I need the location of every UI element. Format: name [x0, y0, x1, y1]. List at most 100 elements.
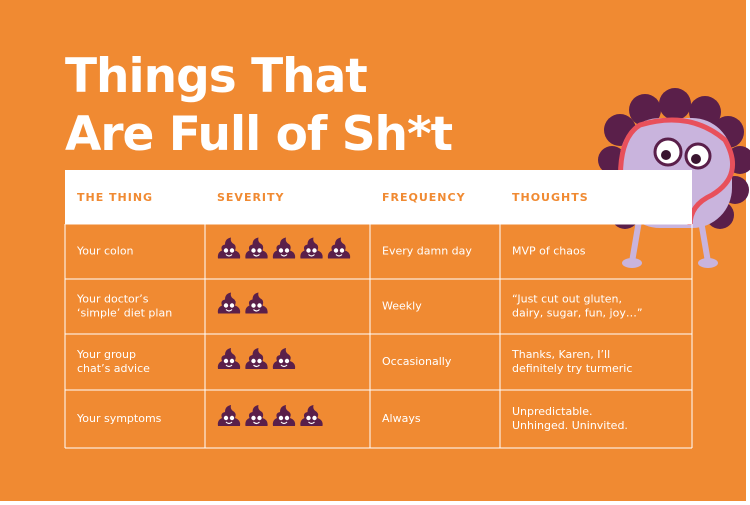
poop-mouth	[280, 364, 288, 368]
poop-icon	[217, 237, 241, 259]
poop-shape	[272, 237, 296, 259]
title-line: Things That	[65, 49, 367, 104]
poop-mouth	[280, 421, 288, 425]
poop-eye	[312, 248, 317, 253]
severity-icons	[217, 348, 296, 369]
severity-icons	[217, 237, 351, 259]
poop-eye	[257, 415, 262, 421]
poop-shape	[245, 348, 268, 369]
thoughts-cell: Thanks, Karen, I’ll	[511, 348, 610, 361]
frequency-cell: Always	[382, 412, 421, 425]
header-cell: FREQUENCY	[382, 191, 466, 204]
header-cell: SEVERITY	[217, 191, 285, 204]
poop-eye	[306, 248, 311, 253]
poop-mouth	[253, 421, 260, 425]
poop-shape	[272, 348, 296, 369]
poop-mouth	[253, 254, 260, 257]
poop-icon	[272, 405, 296, 426]
thoughts-cell: “Just cut out gluten,	[512, 293, 622, 306]
thing-cell: Your colon	[76, 245, 134, 258]
poop-eye	[306, 415, 311, 421]
frequency-cell: Every damn day	[382, 245, 472, 258]
poop-eye	[251, 415, 256, 421]
poop-icon	[217, 405, 241, 426]
poop-eye	[223, 248, 229, 253]
poop-mouth	[225, 309, 233, 312]
thing-cell: chat’s advice	[77, 362, 150, 375]
poop-icon	[217, 292, 241, 314]
poop-shape	[245, 237, 268, 259]
header-cell: THOUGHTS	[512, 191, 589, 204]
poop-mouth	[253, 309, 260, 312]
poop-eye	[284, 415, 290, 421]
severity-icons	[217, 292, 268, 314]
poop-shape	[327, 237, 351, 259]
poop-eye	[257, 303, 262, 308]
header-row	[65, 170, 692, 224]
poop-eye	[339, 248, 345, 253]
poop-mouth	[308, 254, 315, 257]
thoughts-cell: Unpredictable.	[512, 405, 593, 418]
poop-eye	[257, 248, 262, 253]
frequency-cell: Weekly	[382, 300, 422, 313]
poop-eye	[229, 248, 235, 253]
poop-eye	[229, 415, 235, 421]
poop-shape	[272, 405, 296, 426]
poop-icon	[245, 292, 268, 314]
poop-eye	[312, 415, 317, 421]
poop-mouth	[335, 254, 343, 257]
poop-icon	[300, 237, 323, 259]
poop-icon	[217, 348, 241, 369]
title-line: Are Full of Sh*t	[65, 107, 453, 162]
poop-icon	[300, 405, 323, 426]
poop-shape	[300, 237, 323, 259]
poop-mouth	[253, 364, 260, 368]
poop-shape	[217, 405, 241, 426]
thing-cell: Your doctor’s	[76, 293, 149, 306]
poop-eye	[278, 248, 284, 253]
table: THE THING SEVERITY FREQUENCY THOUGHTS Your c…	[64, 191, 693, 449]
poop-icon	[245, 348, 268, 369]
poop-shape	[217, 348, 241, 369]
poop-shape	[300, 405, 323, 426]
poop-shape	[217, 237, 241, 259]
poop-shape	[245, 405, 268, 426]
poop-shape	[245, 292, 268, 314]
poop-mouth	[225, 254, 233, 257]
poop-eye	[251, 358, 256, 364]
severity-icons	[217, 405, 323, 426]
poop-eye	[278, 415, 284, 421]
poop-mouth	[225, 421, 233, 425]
poop-mouth	[280, 254, 288, 257]
header-cell: THE THING	[77, 191, 153, 204]
thoughts-cell: Unhinged. Uninvited.	[512, 419, 628, 432]
thing-cell: ‘simple’ diet plan	[77, 307, 172, 320]
poop-eye	[284, 358, 290, 364]
thing-cell: Your group	[76, 348, 136, 361]
poop-eye	[223, 415, 229, 421]
poop-eye	[223, 358, 229, 364]
thing-cell: Your symptoms	[76, 412, 162, 425]
poop-eye	[229, 303, 235, 308]
poop-icon	[272, 348, 296, 369]
poop-eye	[278, 358, 284, 364]
poop-eye	[251, 303, 256, 308]
poop-icon	[245, 405, 268, 426]
poop-eye	[251, 248, 256, 253]
poop-shape	[217, 292, 241, 314]
frequency-cell: Occasionally	[382, 355, 452, 368]
poop-icon	[245, 237, 268, 259]
poop-icon	[327, 237, 351, 259]
thoughts-cell: dairy, sugar, fun, joy…”	[512, 307, 643, 320]
poop-eye	[229, 358, 235, 364]
thoughts-cell: definitely try turmeric	[512, 362, 632, 375]
poop-eye	[223, 303, 229, 308]
poop-mouth	[308, 421, 315, 425]
poop-eye	[257, 358, 262, 364]
thoughts-cell: MVP of chaos	[512, 245, 586, 258]
poop-eye	[333, 248, 339, 253]
poop-mouth	[225, 364, 233, 368]
poop-eye	[284, 248, 290, 253]
